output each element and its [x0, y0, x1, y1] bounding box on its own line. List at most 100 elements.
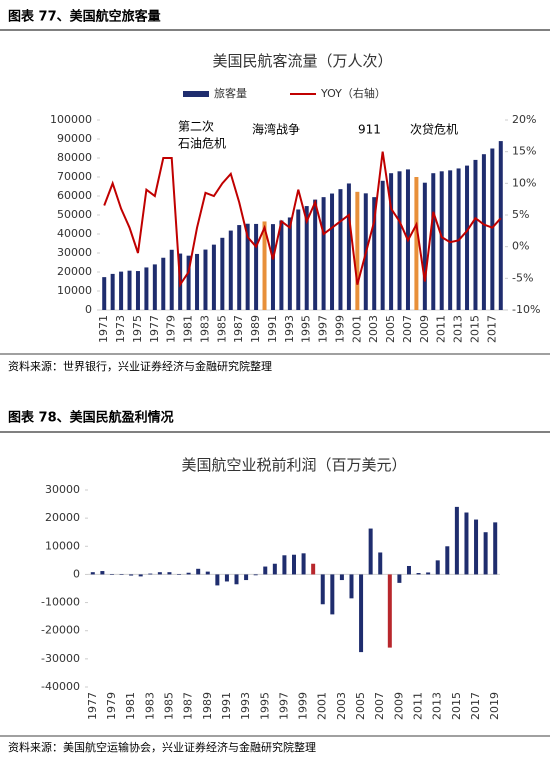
- y-tick-label: 90000: [57, 132, 92, 145]
- bar: [279, 220, 284, 310]
- bar: [435, 560, 440, 575]
- bar: [301, 553, 306, 575]
- x-tick-label: 1991: [266, 315, 279, 343]
- y2-tick-label: 5%: [512, 208, 529, 221]
- y2-tick-label: -10%: [512, 303, 540, 316]
- bar: [355, 191, 360, 310]
- x-tick-label: 1983: [143, 692, 156, 720]
- bar: [378, 552, 383, 575]
- y2-tick-label: 15%: [512, 145, 536, 158]
- bar: [311, 563, 316, 575]
- y-tick-label: 70000: [57, 170, 92, 183]
- bar: [244, 574, 249, 581]
- bar: [167, 572, 172, 575]
- annotation: 911: [358, 123, 381, 137]
- bar: [186, 255, 191, 310]
- bar: [148, 573, 153, 575]
- legend-swatch: [183, 91, 209, 97]
- x-tick-label: 1995: [258, 692, 271, 720]
- x-tick-label: 2005: [384, 315, 397, 343]
- y-tick-label: 40000: [57, 227, 92, 240]
- bar: [157, 572, 162, 575]
- x-tick-label: 2003: [335, 692, 348, 720]
- bar: [169, 249, 174, 310]
- y-tick-label: -40000: [41, 680, 80, 693]
- x-tick-label: 1975: [131, 315, 144, 343]
- bar: [234, 574, 239, 585]
- bar: [349, 574, 354, 599]
- x-tick-label: 1995: [300, 315, 313, 343]
- x-tick-label: 2011: [435, 315, 448, 343]
- x-tick-label: 1977: [148, 315, 161, 343]
- bar: [414, 177, 419, 310]
- bar: [119, 271, 124, 310]
- y-tick-label: 80000: [57, 151, 92, 164]
- x-tick-label: 1997: [317, 315, 330, 343]
- heading: 图表 77、美国航空旅客量: [8, 9, 161, 25]
- bar: [346, 183, 351, 310]
- line: [103, 151, 502, 288]
- bar: [282, 555, 287, 575]
- x-tick-label: 2007: [373, 692, 386, 720]
- bar: [320, 574, 325, 605]
- x-tick-label: 1973: [114, 315, 127, 343]
- x-tick-label: 2017: [469, 692, 482, 720]
- y-tick-label: 60000: [57, 189, 92, 202]
- bar: [464, 512, 469, 575]
- x-tick-label: 1985: [162, 692, 175, 720]
- bar: [224, 574, 229, 582]
- annotation: 石油危机: [178, 137, 226, 151]
- bar: [161, 257, 166, 310]
- bar: [339, 574, 344, 581]
- bar: [135, 271, 140, 310]
- x-tick-label: 1989: [201, 692, 214, 720]
- bar: [205, 571, 210, 575]
- bar: [100, 571, 105, 575]
- bar: [338, 189, 343, 310]
- bar: [445, 546, 450, 575]
- bar: [177, 574, 182, 575]
- bar: [416, 573, 421, 575]
- x-tick-label: 2005: [354, 692, 367, 720]
- x-tick-label: 2009: [392, 692, 405, 720]
- bar: [498, 141, 503, 310]
- bar: [195, 253, 200, 310]
- y-tick-label: 0: [73, 567, 80, 580]
- heading: 图表 78、美国民航盈利情况: [8, 410, 174, 426]
- bar: [211, 244, 216, 310]
- bar: [372, 197, 377, 310]
- x-tick-label: 1979: [105, 692, 118, 720]
- y-tick-label: 20000: [57, 265, 92, 278]
- bar: [102, 277, 107, 310]
- bar: [220, 237, 225, 310]
- bar: [465, 165, 470, 310]
- x-tick-label: 1997: [277, 692, 290, 720]
- y-tick-label: 0: [85, 303, 92, 316]
- x-tick-label: 2015: [450, 692, 463, 720]
- y-tick-label: 50000: [57, 208, 92, 221]
- y-tick-label: 100000: [50, 113, 92, 126]
- bar: [203, 249, 208, 310]
- x-tick-label: 1979: [165, 315, 178, 343]
- x-tick-label: 2019: [488, 692, 501, 720]
- bar: [493, 522, 498, 575]
- y-tick-label: 30000: [57, 246, 92, 259]
- bar: [397, 171, 402, 310]
- bar: [254, 223, 259, 310]
- bar: [129, 574, 134, 576]
- bar: [109, 574, 114, 575]
- y2-tick-label: 20%: [512, 113, 536, 126]
- y-tick-label: -10000: [41, 596, 80, 609]
- x-tick-label: 2007: [401, 315, 414, 343]
- bar: [262, 221, 267, 310]
- bar: [397, 574, 402, 583]
- x-tick-label: 2017: [485, 315, 498, 343]
- x-tick-label: 1985: [215, 315, 228, 343]
- bar: [448, 170, 453, 310]
- annotation: 海湾战争: [252, 122, 300, 137]
- bar: [292, 554, 296, 575]
- y-tick-label: -30000: [41, 652, 80, 665]
- source: 资料来源：美国航空运输协会，兴业证券经济与金融研究院整理: [8, 740, 316, 754]
- bar: [387, 574, 392, 648]
- bar: [237, 225, 242, 310]
